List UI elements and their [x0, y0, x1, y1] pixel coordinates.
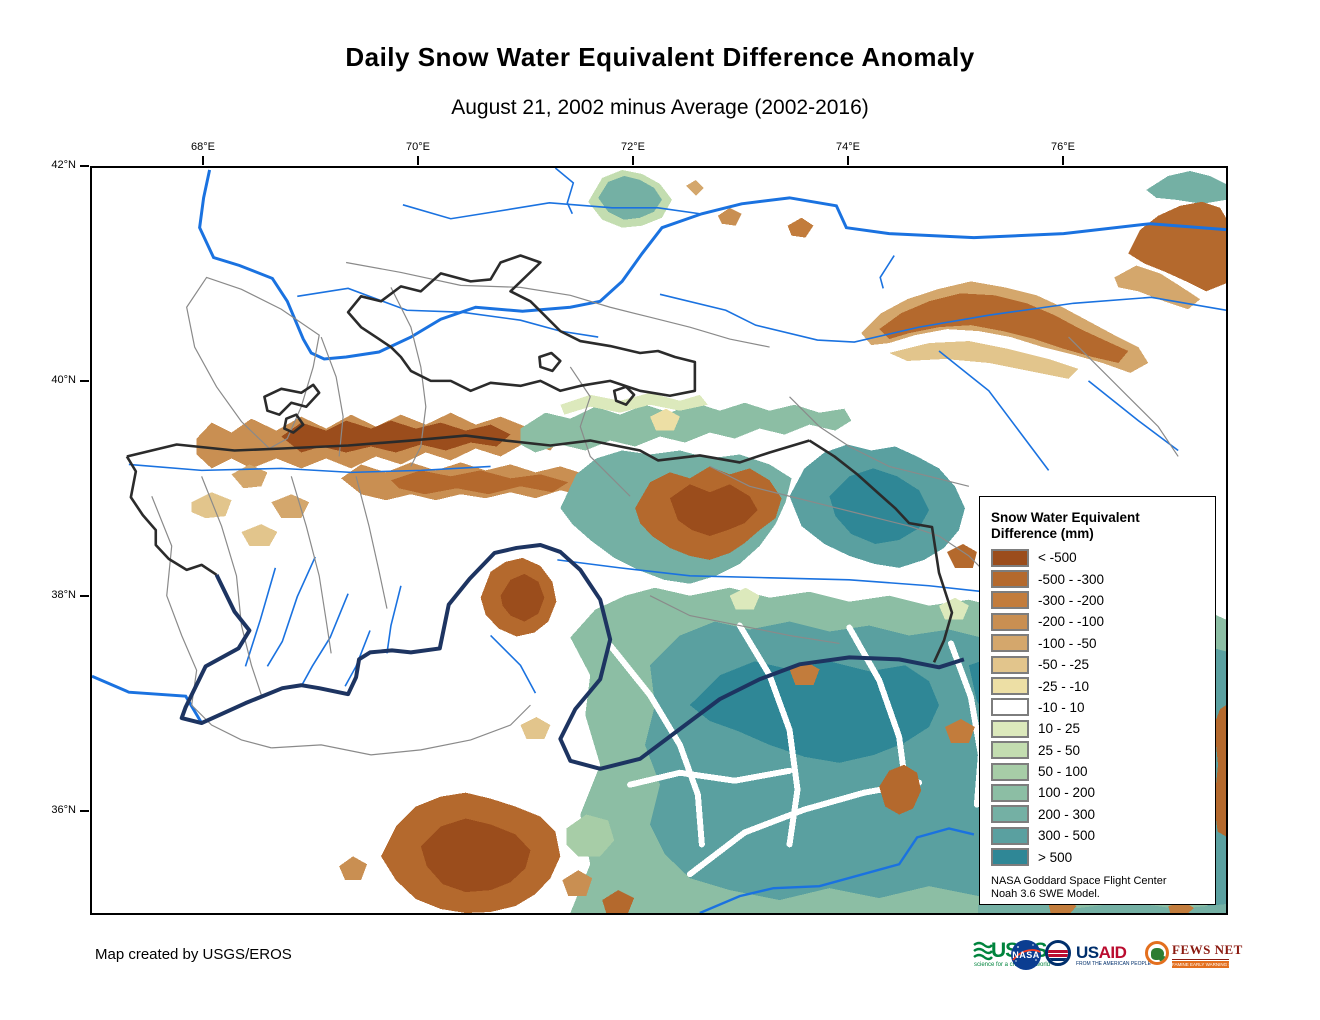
legend-row: > 500 — [991, 846, 1215, 867]
map-subtitle: August 21, 2002 minus Average (2002-2016… — [451, 96, 869, 119]
nasa-meatball-icon — [1012, 944, 1041, 962]
legend-label: -500 - -300 — [1038, 571, 1105, 587]
usgs-wave-icon — [973, 941, 993, 961]
legend-row: -300 - -200 — [991, 590, 1215, 611]
legend-label: -10 - 10 — [1038, 699, 1085, 715]
usgs-logo: USGS science for a changing world — [973, 939, 1050, 971]
legend-swatch — [991, 848, 1029, 867]
usaid-tagline: FROM THE AMERICAN PEOPLE — [1076, 961, 1151, 967]
top-tick-label: 70°E — [406, 141, 430, 153]
top-tick-mark — [202, 156, 204, 165]
nasa-wordmark: NASA — [1012, 950, 1040, 960]
nasa-logo: NASA — [1011, 940, 1041, 970]
legend-swatch — [991, 677, 1029, 696]
top-tick-mark — [1062, 156, 1064, 165]
legend-swatch — [991, 783, 1029, 802]
legend-note-line2: Noah 3.6 SWE Model. — [991, 888, 1100, 901]
legend-label: < -500 — [1038, 550, 1077, 566]
legend-label: -25 - -10 — [1038, 678, 1090, 694]
fewsnet-tagline: FAMINE EARLY WARNING SYSTEMS NETWORK — [1172, 961, 1275, 968]
legend-row: -10 - 10 — [991, 697, 1215, 718]
legend-row: -200 - -100 — [991, 611, 1215, 632]
legend-swatch — [991, 826, 1029, 845]
legend-swatch — [991, 719, 1029, 738]
top-tick-mark — [632, 156, 634, 165]
legend-row: 300 - 500 — [991, 825, 1215, 846]
map-credit: Map created by USGS/EROS — [95, 946, 292, 963]
legend-label: > 500 — [1038, 849, 1073, 865]
top-tick-label: 72°E — [621, 141, 645, 153]
left-tick-mark — [80, 595, 89, 597]
legend-label: -100 - -50 — [1038, 635, 1097, 651]
fewsnet-logo: FEWS NET FAMINE EARLY WARNING SYSTEMS NE… — [1145, 939, 1275, 971]
legend-row: 50 - 100 — [991, 761, 1215, 782]
legend-swatch — [991, 741, 1029, 760]
legend-swatch — [991, 591, 1029, 610]
legend-row: -50 - -25 — [991, 654, 1215, 675]
legend-swatch — [991, 698, 1029, 717]
legend-label: 25 - 50 — [1038, 742, 1081, 758]
legend-row: 25 - 50 — [991, 740, 1215, 761]
top-tick-mark — [417, 156, 419, 165]
legend-swatch — [991, 612, 1029, 631]
usaid-logo: USAID FROM THE AMERICAN PEOPLE — [1045, 939, 1151, 971]
legend-label: 300 - 500 — [1038, 828, 1096, 844]
legend-row: -25 - -10 — [991, 675, 1215, 696]
legend-swatch — [991, 805, 1029, 824]
left-tick-mark — [80, 165, 89, 167]
left-tick-label: 40°N — [51, 374, 76, 386]
left-tick-mark — [80, 380, 89, 382]
legend-note-line1: NASA Goddard Space Flight Center — [991, 874, 1167, 887]
legend-label: -200 - -100 — [1038, 614, 1105, 630]
top-tick-label: 68°E — [191, 141, 215, 153]
legend-swatch — [991, 655, 1029, 674]
left-tick-label: 38°N — [51, 589, 76, 601]
usgs-tagline: science for a changing world — [974, 962, 1051, 968]
panj-border-river — [179, 542, 965, 771]
legend-swatch — [991, 548, 1029, 567]
left-tick-label: 36°N — [51, 804, 76, 816]
fewsnet-globe-icon — [1145, 941, 1169, 965]
usaid-wordmark: USAID — [1076, 943, 1127, 962]
legend-swatch — [991, 634, 1029, 653]
fewsnet-wordmark: FEWS NET — [1172, 942, 1242, 960]
legend-label: -300 - -200 — [1038, 592, 1105, 608]
map-title: Daily Snow Water Equivalent Difference A… — [345, 42, 975, 72]
usaid-seal-icon — [1045, 940, 1071, 966]
legend-row: 10 - 25 — [991, 718, 1215, 739]
left-tick-label: 42°N — [51, 159, 76, 171]
logo-strip: USGS science for a changing world NASA U… — [973, 938, 1275, 972]
legend-row: -100 - -50 — [991, 633, 1215, 654]
legend-row: -500 - -300 — [991, 568, 1215, 589]
legend-swatch — [991, 762, 1029, 781]
top-tick-label: 76°E — [1051, 141, 1075, 153]
legend-label: -50 - -25 — [1038, 657, 1090, 673]
legend-swatch — [991, 570, 1029, 589]
country-borders-layer — [125, 254, 954, 663]
legend-row: < -500 — [991, 547, 1215, 568]
top-tick-mark — [847, 156, 849, 165]
legend-title-line1: Snow Water Equivalent — [991, 510, 1140, 525]
legend-row: 200 - 300 — [991, 804, 1215, 825]
legend-label: 10 - 25 — [1038, 721, 1081, 737]
legend-entries: < -500 -500 - -300 -300 - -200 -200 - -100 -… — [991, 547, 1215, 868]
legend-label: 50 - 100 — [1038, 764, 1088, 780]
legend-label: 200 - 300 — [1038, 806, 1096, 822]
legend-label: 100 - 200 — [1038, 785, 1096, 801]
left-tick-mark — [80, 810, 89, 812]
legend: Snow Water Equivalent Difference (mm) < … — [979, 496, 1216, 905]
top-tick-label: 74°E — [836, 141, 860, 153]
legend-row: 100 - 200 — [991, 782, 1215, 803]
legend-title-line2: Difference (mm) — [991, 526, 1094, 541]
